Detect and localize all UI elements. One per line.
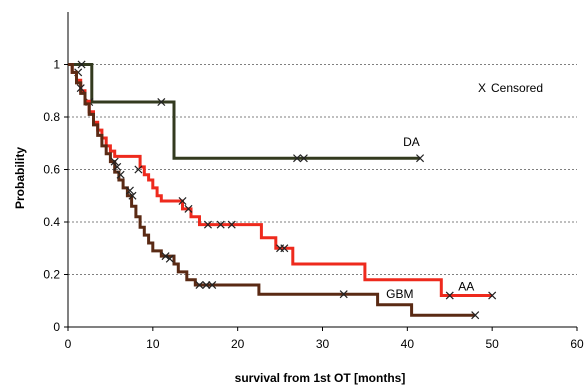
- censor-mark: [216, 220, 225, 229]
- series-line-gbm: [68, 63, 476, 317]
- legend: X Censored: [478, 81, 543, 95]
- censor-mark: [134, 165, 143, 174]
- censor-mark: [116, 170, 125, 179]
- censor-mark: [161, 252, 170, 261]
- censor-mark: [203, 220, 212, 229]
- censor-mark: [208, 280, 217, 290]
- y-tick-label: 0.4: [43, 215, 60, 229]
- y-tick-label: 0.6: [43, 163, 60, 177]
- x-tick-label: 10: [146, 337, 160, 351]
- censor-mark: [280, 244, 289, 253]
- censor-mark: [165, 254, 174, 263]
- series-line-aa: [68, 63, 493, 297]
- x-axis-title: survival from 1st OT [months]: [235, 371, 406, 385]
- censor-mark: [227, 220, 236, 229]
- y-axis-title: Probability: [13, 147, 27, 209]
- legend-censored-label: Censored: [491, 81, 543, 95]
- censor-mark: [293, 154, 302, 163]
- censor-mark: [113, 162, 122, 171]
- x-tick-label: 40: [401, 337, 415, 351]
- censor-mark: [157, 98, 166, 107]
- censor-mark: [471, 311, 480, 320]
- censor-mark: [195, 280, 204, 290]
- gridlines: [68, 64, 577, 275]
- censor-mark: [110, 157, 119, 166]
- series-gbm: [68, 63, 480, 320]
- x-tick-label: 20: [231, 337, 245, 351]
- censor-mark: [77, 60, 86, 69]
- censor-mark: [488, 291, 497, 300]
- x-tick-label: 0: [65, 337, 72, 351]
- censor-mark: [202, 280, 211, 290]
- x-tick-label: 60: [570, 337, 584, 351]
- censor-mark: [445, 291, 454, 300]
- series-da: [68, 60, 425, 163]
- series-aa: [68, 63, 497, 300]
- censor-mark: [76, 84, 85, 93]
- y-tick-label: 0: [53, 320, 60, 334]
- y-tick-label: 0.8: [43, 110, 60, 124]
- series-layer: [68, 60, 497, 320]
- censor-mark: [416, 154, 425, 163]
- censor-mark: [128, 191, 137, 200]
- censor-mark: [299, 154, 308, 163]
- series-label-gbm: GBM: [386, 287, 413, 301]
- censor-mark: [178, 196, 187, 206]
- series-line-da: [68, 63, 421, 160]
- censor-mark: [184, 204, 193, 213]
- censor-mark: [339, 290, 348, 299]
- y-tick-label: 0.2: [43, 268, 60, 282]
- series-label-aa: AA: [458, 279, 474, 293]
- legend-marker: X: [478, 81, 486, 95]
- y-tick-label: 1: [53, 58, 60, 72]
- series-label-da: DA: [403, 135, 420, 149]
- x-tick-label: 50: [485, 337, 499, 351]
- x-tick-label: 30: [316, 337, 330, 351]
- censor-mark: [125, 186, 134, 195]
